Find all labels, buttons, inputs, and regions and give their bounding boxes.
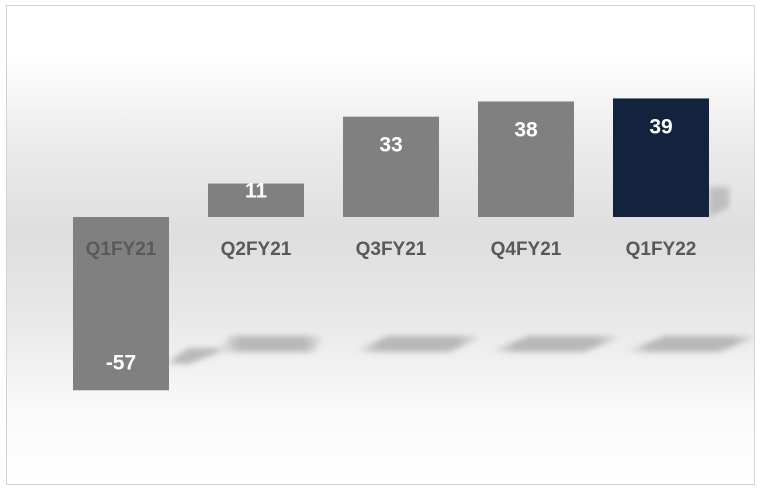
value-label-Q3FY21: 33	[379, 134, 402, 157]
category-label-Q1FY21: Q1FY21	[86, 239, 157, 260]
category-label-Q3FY21: Q3FY21	[356, 239, 427, 260]
category-label-Q2FY21: Q2FY21	[221, 239, 292, 260]
bar-Q2FY21	[208, 183, 304, 217]
bar-shadow-Q2FY21	[218, 336, 326, 352]
bar-shadow-Q1FY22	[623, 336, 754, 352]
category-label-Q4FY21: Q4FY21	[491, 239, 562, 260]
bar-Q4FY21	[478, 101, 574, 217]
category-label-Q1FY22: Q1FY22	[626, 239, 697, 260]
value-label-Q1FY21: -57	[106, 351, 136, 374]
value-label-Q1FY22: 39	[649, 115, 672, 138]
bar-Q1FY22	[613, 98, 709, 217]
chart-frame: Q1FY21 Q2FY21 Q3FY21 Q4FY21 Q1FY22 -57 11 33 38…	[6, 5, 755, 485]
bar-Q3FY21	[343, 116, 439, 217]
value-label-Q2FY21: 11	[245, 180, 268, 203]
bar-shadow-Q3FY21	[353, 336, 485, 352]
bar-chart: Q1FY21 Q2FY21 Q3FY21 Q4FY21 Q1FY22 -57 11 33 38…	[73, 98, 754, 391]
value-label-Q4FY21: 38	[514, 118, 538, 141]
bar-cast-shadow	[709, 187, 729, 217]
bar-Q1FY21	[73, 217, 169, 391]
bar-shadow-Q4FY21	[488, 336, 625, 352]
bar-shadow-Q1FY21	[164, 348, 229, 364]
